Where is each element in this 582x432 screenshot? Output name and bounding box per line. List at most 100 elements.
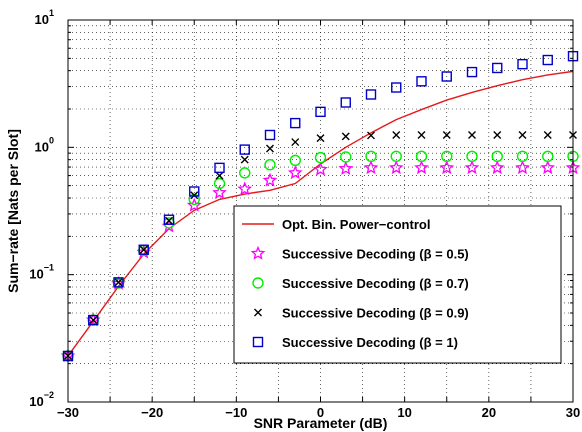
legend-label: Successive Decoding (β = 0.9) bbox=[282, 306, 469, 321]
data-point bbox=[441, 71, 452, 82]
legend-swatch bbox=[250, 245, 266, 260]
data-point bbox=[291, 138, 300, 147]
data-point bbox=[518, 130, 527, 139]
data-point bbox=[388, 160, 404, 175]
legend-swatch bbox=[252, 277, 264, 289]
legend-label: Successive Decoding (β = 1) bbox=[282, 335, 458, 350]
data-point bbox=[466, 150, 478, 163]
y-tick-base: 10 bbox=[35, 139, 49, 154]
legend-label: Successive Decoding (β = 0.5) bbox=[282, 247, 469, 262]
legend-box bbox=[233, 205, 562, 364]
data-point bbox=[415, 150, 428, 163]
data-point bbox=[491, 150, 503, 163]
y-tick-exponent: −2 bbox=[44, 390, 54, 400]
data-point bbox=[88, 314, 99, 326]
x-axis-label: SNR Parameter (dB) bbox=[254, 415, 388, 431]
y-tick-base: 10 bbox=[35, 12, 49, 27]
data-point bbox=[492, 62, 503, 74]
data-point bbox=[340, 151, 352, 163]
data-point bbox=[113, 277, 124, 288]
y-tick-label: 10−1 bbox=[29, 263, 54, 282]
data-point bbox=[212, 185, 227, 199]
data-point bbox=[489, 160, 505, 175]
data-point bbox=[316, 134, 325, 143]
data-point bbox=[239, 167, 251, 179]
data-point bbox=[466, 66, 478, 78]
data-point bbox=[363, 160, 379, 175]
data-point bbox=[314, 151, 327, 164]
data-point bbox=[239, 144, 250, 155]
x-tick-label: −10 bbox=[225, 405, 247, 420]
y-tick-exponent: 1 bbox=[49, 8, 54, 18]
data-point bbox=[392, 130, 401, 139]
data-point bbox=[287, 165, 303, 180]
data-point bbox=[540, 160, 556, 175]
legend-swatch bbox=[252, 336, 264, 348]
data-point bbox=[414, 160, 429, 175]
data-point bbox=[240, 155, 249, 164]
data-point bbox=[114, 278, 123, 287]
legend-label: Opt. Bin. Power−control bbox=[282, 217, 430, 232]
x-tick-label: 10 bbox=[397, 405, 411, 420]
data-point bbox=[215, 171, 224, 180]
data-point bbox=[464, 160, 480, 175]
data-point bbox=[365, 150, 377, 163]
data-point bbox=[542, 150, 554, 163]
data-point bbox=[468, 130, 476, 139]
x-tick-labels: −30 −20 −10 0 10 20 30 bbox=[57, 405, 580, 420]
legend: Opt. Bin. Power−control Successive Decodi… bbox=[233, 205, 562, 364]
x-tick-label: 0 bbox=[317, 405, 324, 420]
data-point bbox=[264, 129, 276, 141]
data-point bbox=[543, 130, 552, 139]
data-point bbox=[439, 160, 455, 175]
data-point bbox=[338, 160, 354, 175]
data-point bbox=[442, 130, 451, 139]
data-point bbox=[264, 159, 276, 171]
data-point bbox=[367, 131, 375, 140]
grid bbox=[68, 20, 573, 402]
data-point bbox=[515, 160, 530, 175]
data-point bbox=[290, 117, 301, 129]
y-axis-label: Sum−rate [Nats per Slot] bbox=[5, 129, 21, 293]
y-tick-base: 10 bbox=[29, 394, 43, 409]
data-point bbox=[213, 177, 226, 190]
data-point bbox=[266, 144, 274, 153]
data-point bbox=[262, 172, 278, 187]
y-tick-label: 10−2 bbox=[29, 390, 54, 409]
data-point bbox=[237, 181, 253, 196]
data-point bbox=[165, 216, 173, 225]
data-point bbox=[138, 244, 149, 255]
data-point bbox=[163, 214, 175, 225]
data-point bbox=[542, 54, 553, 66]
data-point bbox=[189, 186, 200, 197]
data-point bbox=[441, 150, 453, 163]
data-point bbox=[365, 89, 377, 100]
x-tick-label: 20 bbox=[482, 405, 496, 420]
tick-marks bbox=[67, 19, 574, 403]
data-point bbox=[341, 132, 350, 141]
x-tick-label: 30 bbox=[566, 405, 580, 420]
data-point bbox=[139, 245, 148, 254]
x-tick-label: −30 bbox=[57, 405, 79, 420]
y-tick-label: 100 bbox=[35, 135, 54, 154]
data-point bbox=[89, 316, 98, 325]
data-point bbox=[214, 162, 225, 174]
x-tick-label: −20 bbox=[141, 405, 163, 420]
data-point bbox=[516, 150, 529, 163]
data-point bbox=[186, 197, 202, 212]
data-point bbox=[313, 161, 328, 176]
data-point bbox=[417, 130, 426, 139]
y-tick-base: 10 bbox=[29, 267, 43, 282]
data-point bbox=[315, 106, 326, 118]
data-point bbox=[390, 150, 402, 163]
y-tick-exponent: 0 bbox=[49, 135, 54, 145]
data-point bbox=[391, 82, 402, 93]
legend-label: Successive Decoding (β = 0.7) bbox=[282, 276, 469, 291]
data-point bbox=[493, 130, 502, 139]
data-point bbox=[289, 154, 301, 167]
data-point bbox=[517, 58, 528, 70]
y-tick-label: 101 bbox=[35, 8, 54, 27]
y-tick-exponent: −1 bbox=[44, 263, 54, 273]
